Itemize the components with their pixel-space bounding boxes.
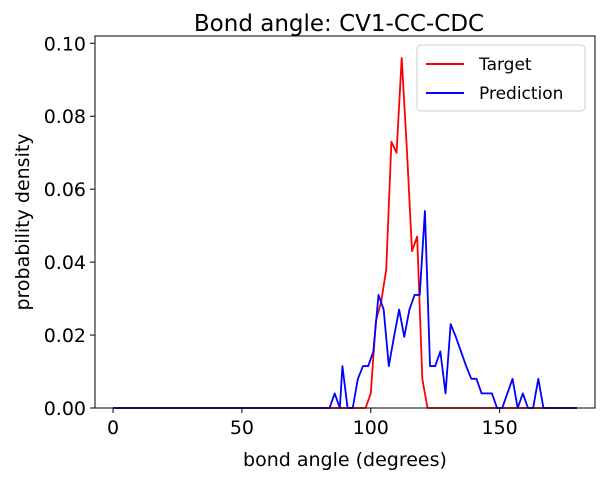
series-line-target xyxy=(113,56,577,409)
x-axis-label: bond angle (degrees) xyxy=(243,449,447,471)
legend-label-target: Target xyxy=(478,55,532,75)
legend: Target Prediction xyxy=(416,44,586,112)
series-line-prediction xyxy=(113,210,577,409)
y-tick-label: 0.02 xyxy=(44,325,86,347)
y-tick-label: 0.08 xyxy=(44,106,86,128)
y-ticks: 0.00 0.02 0.04 0.06 0.08 0.10 xyxy=(44,33,95,420)
y-tick-label: 0.06 xyxy=(44,179,86,201)
legend-box xyxy=(416,44,586,112)
plot-lines xyxy=(113,56,577,409)
y-tick-label: 0.00 xyxy=(44,398,86,420)
x-tick-label: 0 xyxy=(107,417,119,439)
legend-label-prediction: Prediction xyxy=(479,84,563,104)
y-tick-label: 0.10 xyxy=(44,33,86,55)
x-tick-label: 150 xyxy=(482,417,518,439)
x-tick-label: 50 xyxy=(230,417,254,439)
y-axis-label: probability density xyxy=(12,133,34,310)
plot-frame xyxy=(94,35,596,409)
x-tick-label: 100 xyxy=(353,417,389,439)
chart-title: Bond angle: CV1-CC-CDC xyxy=(194,11,484,37)
y-tick-label: 0.04 xyxy=(44,252,86,274)
x-ticks: 0 50 100 150 xyxy=(107,408,518,439)
